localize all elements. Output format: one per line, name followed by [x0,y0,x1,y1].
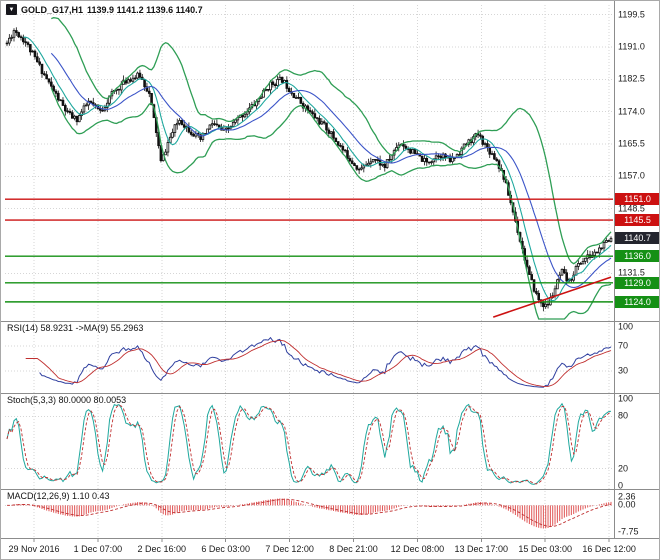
stoch-panel[interactable] [1,397,614,488]
symbol-timeframe-label: GOLD_G17,H1 [21,4,84,15]
ma-fast-line [23,36,612,302]
rsi-ma-line [25,339,612,387]
bollinger-lower-line [50,87,612,320]
rsi-line [39,336,612,388]
panel-dividers [1,1,659,542]
ma-slow-line [50,52,612,289]
rsi-panel[interactable] [1,325,614,392]
chart-header: ▼ GOLD_G17,H1 1139.9 1141.2 1139.6 1140.… [6,4,203,15]
macd-indicator-label: MACD(12,26,9) 1.10 0.43 [7,491,110,501]
macd-signal-line [7,498,612,527]
macd-histogram [8,498,612,529]
trendline[interactable] [492,276,612,318]
ohlc-quote-label: 1139.9 1141.2 1139.6 1140.7 [87,4,203,15]
bollinger-upper-line [51,17,612,265]
stoch-indicator-label: Stoch(5,3,3) 80.0000 80.0053 [7,395,127,405]
stoch-main-line [6,402,612,485]
stoch-signal-line [6,404,612,485]
symbol-dropdown-icon[interactable]: ▼ [6,4,17,15]
rsi-indicator-label: RSI(14) 58.9231 ->MA(9) 55.2963 [7,323,144,333]
